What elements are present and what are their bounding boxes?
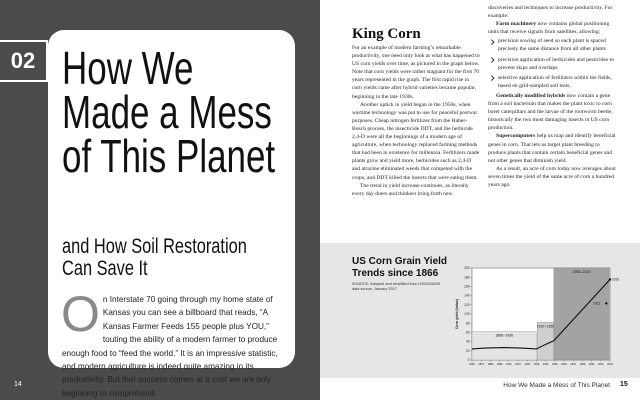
- text-column: For an example of modern farming’s remar…: [352, 44, 480, 198]
- bullet-text: precision application of herbicides and …: [498, 56, 614, 71]
- x-tick-label: 1956: [552, 362, 558, 366]
- y-tick-label: 140: [464, 294, 470, 298]
- chapter-number: 02: [0, 40, 48, 82]
- title-card: [48, 30, 295, 368]
- period-label: 1937–1955: [537, 324, 555, 328]
- bullet-item: precision sowing of seed so each plant i…: [488, 37, 616, 53]
- paragraph: For an example of modern farming’s remar…: [352, 45, 480, 100]
- y-tick-label: 0: [468, 358, 470, 362]
- yield-line: [471, 279, 611, 350]
- y-axis-label: Corn yield (bu/ac): [455, 298, 459, 329]
- y-tick-label: 200: [464, 266, 470, 270]
- x-tick-label: 2006: [598, 362, 604, 366]
- period-label: 1866–1936: [495, 333, 513, 337]
- y-tick-label: 120: [464, 303, 470, 307]
- point-label: 2016: [612, 278, 619, 282]
- x-tick-label: 1896: [497, 362, 503, 366]
- x-tick-label: 1886: [488, 362, 494, 366]
- x-tick-label: 1926: [524, 362, 530, 366]
- lead-term: Supercomputers: [496, 133, 536, 140]
- bullet-icon: [489, 57, 495, 63]
- x-tick-label: 1866: [469, 362, 475, 366]
- running-title: How We Made a Mess of This Planet: [503, 382, 610, 389]
- period-label: 1955–2015: [572, 270, 590, 274]
- period-band: [553, 267, 610, 361]
- title-line: How We: [62, 42, 194, 94]
- paragraph-text: As a result, an acre of corn today now a…: [488, 165, 616, 188]
- intro-text: n Interstate 70 going through my home st…: [62, 295, 278, 398]
- x-tick-label: 1906: [506, 362, 512, 366]
- y-tick-label: 40: [466, 340, 470, 344]
- lead-term: Genetically modified hybrids: [496, 92, 566, 99]
- x-tick-label: 1916: [515, 362, 521, 366]
- paragraph-text: now contain a gene from a soil bacterium…: [488, 92, 613, 132]
- bullet-icon: [489, 75, 495, 81]
- annotated-point: [605, 302, 608, 305]
- y-tick-label: 80: [466, 321, 470, 325]
- x-tick-label: 1976: [570, 362, 576, 366]
- subtitle-line: Can Save It: [62, 257, 148, 280]
- bullet-list: precision sowing of seed so each plant i…: [488, 37, 616, 90]
- point-label: 2012: [593, 302, 600, 306]
- y-tick-label: 180: [464, 275, 470, 279]
- x-tick-label: 1986: [580, 362, 586, 366]
- chart: 1866–1936 1937–1955 1955–2015 0 20 40 60 80 100 1…: [455, 266, 619, 366]
- y-tick-label: 20: [466, 349, 470, 353]
- paragraph: Genetically modified hybrids now contain…: [488, 92, 616, 132]
- x-tick-label: 2016: [607, 362, 613, 366]
- y-tick-label: 60: [466, 331, 470, 335]
- title-line: Made a Mess: [62, 86, 272, 138]
- paragraph: Supercomputers help us map and identify …: [488, 132, 616, 164]
- x-tick-label: 1936: [534, 362, 540, 366]
- bullet-icon: [489, 39, 495, 45]
- paragraph-text: discoveries and techniques to increase p…: [488, 5, 613, 20]
- lead-term: Farm machinery: [496, 21, 537, 28]
- x-tick-label: 1996: [589, 362, 595, 366]
- bullet-item: selective application of fertilizers wit…: [488, 74, 616, 90]
- bullet-text: precision sowing of seed so each plant i…: [498, 38, 606, 53]
- title-line: of This Planet: [62, 130, 276, 182]
- y-tick-label: 160: [464, 285, 470, 289]
- x-tick-label: 1966: [561, 362, 567, 366]
- x-tick-label: 1876: [478, 362, 484, 366]
- paragraph-text: now contains global positioning units th…: [488, 21, 610, 36]
- text-column: discoveries and techniques to increase p…: [488, 4, 616, 189]
- subtitle-line: and How Soil Restoration: [62, 235, 247, 258]
- section-heading: King Corn: [352, 26, 421, 42]
- paragraph: discoveries and techniques to increase p…: [488, 4, 616, 20]
- page-number: 14: [14, 381, 22, 388]
- chart-title: US Corn Grain Yield Trends since 1866: [352, 256, 448, 279]
- chart-source: SOURCE: Adapted and simplified from USDA…: [352, 282, 441, 291]
- bullet-item: precision application of herbicides and …: [488, 56, 616, 72]
- period-band: [471, 331, 537, 361]
- x-tick-label: 1946: [543, 362, 549, 366]
- paragraph: The trend in yield increase continues, a…: [352, 182, 469, 197]
- y-tick-label: 100: [464, 312, 470, 316]
- drop-cap: O: [61, 286, 100, 342]
- annotated-point: [608, 278, 612, 281]
- page-number: 15: [620, 381, 628, 388]
- bullet-text: selective application of fertilizers wit…: [498, 74, 612, 89]
- paragraph: Another uptick in yield began in the 195…: [352, 101, 480, 181]
- paragraph: Farm machinery now contains global posit…: [488, 20, 616, 36]
- paragraph-text: help us map and identify beneficial gene…: [488, 133, 616, 164]
- paragraph: As a result, an acre of corn today now a…: [488, 165, 616, 189]
